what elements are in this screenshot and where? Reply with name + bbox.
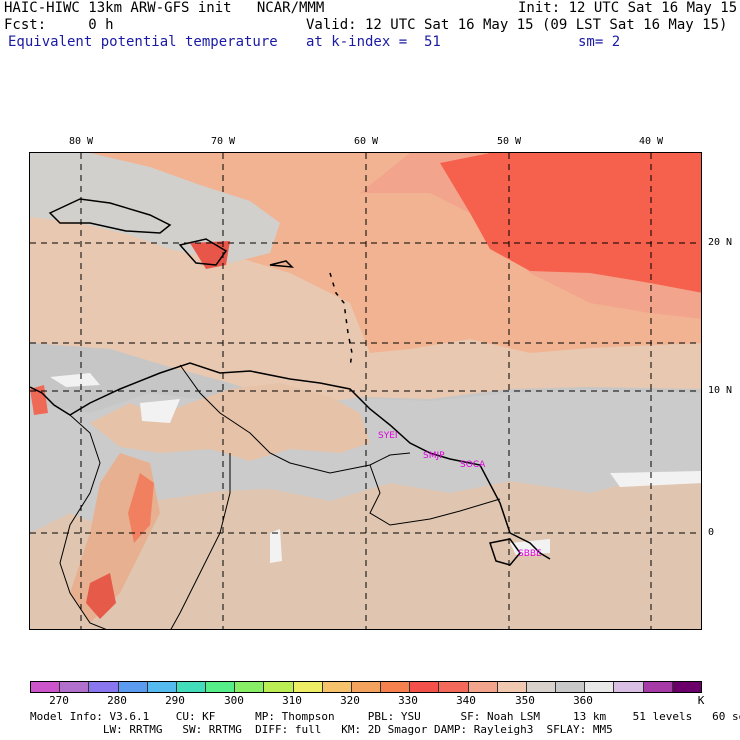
colorbar-swatch-20	[614, 682, 644, 692]
header-line2-left: Fcst: 0 h	[4, 17, 114, 33]
colorbar-swatch-2	[89, 682, 119, 692]
colorbar-swatch-13	[410, 682, 440, 692]
colorbar-swatch-11	[351, 682, 382, 692]
colorbar-swatch-15	[468, 682, 498, 692]
colorbar-label-290: 290	[165, 694, 185, 707]
smoothing-label: sm= 2	[578, 34, 621, 50]
colorbar-label-280: 280	[107, 694, 127, 707]
lat-label-0: 0	[708, 527, 715, 538]
colorbar-label-270: 270	[49, 694, 69, 707]
lon-label-70w: 70 W	[210, 136, 236, 147]
station-label-soca: SOCA	[460, 460, 486, 470]
colorbar-swatch-18	[556, 682, 586, 692]
lat-label-20n: 20 N	[708, 237, 733, 248]
colorbar-label-360: 360	[573, 694, 593, 707]
colorbar-swatch-6	[206, 682, 236, 692]
colorbar-swatch-22	[672, 682, 701, 692]
colorbar-swatch-7	[235, 682, 265, 692]
colorbar-swatch-0	[31, 682, 61, 692]
colorbar-label-330: 330	[398, 694, 418, 707]
colorbar-swatch-19	[585, 682, 615, 692]
colorbar-unit-label: K	[697, 694, 705, 707]
footer-model-info: Model Info: V3.6.1 CU: KF MP: Thompson P…	[30, 710, 740, 723]
colorbar-swatch-5	[176, 682, 207, 692]
colorbar-label-300: 300	[224, 694, 244, 707]
colorbar-swatch-1	[60, 682, 90, 692]
colorbar-swatch-14	[439, 682, 469, 692]
theta-e-field	[30, 153, 701, 629]
colorbar-label-350: 350	[515, 694, 535, 707]
colorbar-label-310: 310	[282, 694, 302, 707]
lon-label-60w: 60 W	[353, 136, 379, 147]
header-line1-right: Init: 12 UTC Sat 16 May 15	[518, 0, 738, 16]
station-label-syei: SYEI	[378, 431, 398, 441]
colorbar-label-320: 320	[340, 694, 360, 707]
colorbar-swatch-12	[381, 682, 411, 692]
colorbar-label-340: 340	[456, 694, 476, 707]
lon-label-80w: 80 W	[68, 136, 94, 147]
field-title: Equivalent potential temperature	[8, 34, 278, 50]
station-label-smjp: SMJP	[423, 451, 445, 461]
header-line1-left: HAIC-HIWC 13km ARW-GFS init NCAR/MMM	[4, 0, 325, 16]
colorbar-swatch-17	[526, 682, 557, 692]
colorbar-swatch-9	[293, 682, 323, 692]
lon-label-50w: 50 W	[496, 136, 522, 147]
station-label-sbbe: SBBE	[518, 549, 542, 559]
colorbar-swatch-8	[264, 682, 294, 692]
colorbar-swatch-4	[147, 682, 177, 692]
level-label: at k-index = 51	[306, 34, 441, 50]
map-panel: SYEI SMJP SOCA SBBE	[29, 152, 702, 630]
colorbar-swatch-16	[497, 682, 527, 692]
colorbar	[30, 681, 702, 693]
lat-label-10n: 10 N	[708, 385, 733, 396]
header-line2-right: Valid: 12 UTC Sat 16 May 15 (09 LST Sat …	[306, 17, 728, 33]
colorbar-swatch-10	[322, 682, 352, 692]
lon-label-40w: 40 W	[638, 136, 664, 147]
footer-physics-info: LW: RRTMG SW: RRTMG DIFF: full KM: 2D Sm…	[30, 723, 613, 736]
colorbar-swatch-3	[118, 682, 148, 692]
colorbar-swatch-21	[643, 682, 673, 692]
